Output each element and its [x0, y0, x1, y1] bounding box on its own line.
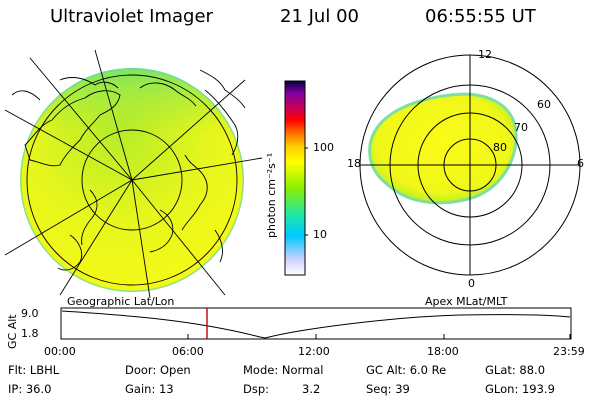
timeline-tick-0000: 00:00: [44, 345, 76, 358]
timeline-tick-1200: 12:00: [298, 345, 330, 358]
polar-plot: [359, 54, 581, 276]
glat-status: GLat: 88.0: [485, 363, 546, 377]
mlat-label-70: 70: [514, 121, 528, 134]
app-title: Ultraviolet Imager: [50, 6, 213, 27]
glon-status: GLon: 193.9: [485, 382, 555, 396]
observation-date: 21 Jul 00: [280, 6, 359, 27]
timeline-left-label: Geographic Lat/Lon: [67, 295, 175, 308]
seq-status: Seq: 39: [366, 382, 410, 396]
door-status: Door: Open: [125, 363, 191, 377]
mlt-label-18: 18: [347, 157, 361, 170]
timeline-right-label: Apex MLat/MLT: [425, 295, 508, 308]
timeline-tick-2359: 23:59: [553, 345, 585, 358]
dsp-label: Dsp:: [243, 382, 270, 396]
mlat-label-60: 60: [537, 98, 551, 111]
timeline-y-min: 1.8: [21, 327, 39, 340]
dsp-value: 3.2: [302, 382, 321, 396]
gain-status: Gain: 13: [125, 382, 174, 396]
geographic-grid: [4, 49, 263, 299]
geographic-image: [4, 49, 263, 299]
filter-status: Flt: LBHL: [8, 363, 60, 377]
orbit-timeline: [60, 307, 572, 340]
colorbar-tick-100: 100: [313, 141, 334, 154]
mlt-label-6: 6: [577, 157, 584, 170]
mode-status: Mode: Normal: [243, 363, 324, 377]
mlt-label-12: 12: [478, 48, 492, 61]
colorbar: [284, 80, 308, 276]
colorbar-unit-label: photon cm⁻²s⁻¹: [265, 152, 278, 238]
timeline-axis-title: GC Alt: [6, 314, 19, 349]
timeline-tick-1800: 18:00: [427, 345, 459, 358]
mlt-label-0: 0: [468, 277, 475, 290]
timeline-tick-0600: 06:00: [172, 345, 204, 358]
ip-status: IP: 36.0: [8, 382, 52, 396]
gc-alt-status: GC Alt: 6.0 Re: [366, 363, 447, 377]
observation-time: 06:55:55 UT: [425, 6, 536, 27]
colorbar-tick-10: 10: [313, 228, 327, 241]
timeline-y-max: 9.0: [21, 307, 39, 320]
mlat-label-80: 80: [493, 141, 507, 154]
